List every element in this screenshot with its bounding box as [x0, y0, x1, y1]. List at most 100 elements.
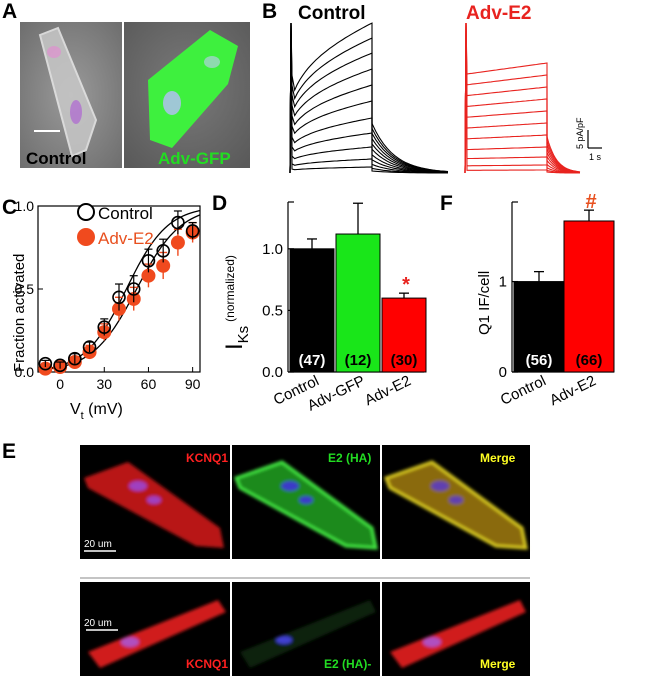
- d-ytick-label-0: 0.0: [262, 364, 283, 381]
- e-bot-e2: [232, 582, 380, 676]
- f-cat-1: Adv-E2: [547, 372, 599, 409]
- trace-tracesControl-5: [289, 22, 449, 174]
- trace-tracesAdv-5: [464, 22, 581, 174]
- c-xtick-label-2: 60: [141, 376, 157, 392]
- scalebar-y-label: 5 pA/pF: [575, 117, 585, 149]
- e-bot-label-2: E2 (HA)-: [324, 657, 371, 671]
- d-ytick-label-2: 1.0: [262, 241, 283, 258]
- panel-a-right-caption: Adv-GFP: [158, 149, 231, 168]
- control-nucleus-2: [47, 46, 61, 58]
- c-ylabel: Fraction activated: [11, 254, 28, 372]
- c-control-point-5: [112, 290, 126, 305]
- f-n-1: (66): [576, 352, 603, 369]
- d-cat-2: Adv-E2: [362, 372, 414, 409]
- e-top-label-1: KCNQ1: [186, 451, 228, 465]
- e-bot-label-1: KCNQ1: [186, 657, 228, 671]
- d-ylabel: IKs (normalized): [221, 255, 252, 350]
- f-bar-1: [563, 220, 615, 373]
- panel-label-d: D: [212, 192, 228, 215]
- c-xtick-label-0: 0: [56, 376, 64, 392]
- panel-a-left-caption: Control: [26, 149, 86, 168]
- trace-tracesControl-10: [289, 22, 448, 174]
- panel-label-f: F: [440, 192, 453, 215]
- trace-tracesAdv-9: [464, 22, 580, 174]
- f-cat-0: Control: [498, 372, 549, 408]
- d-bar-2: [381, 297, 427, 373]
- c-xlabel: Vt (mV): [70, 401, 123, 422]
- c-ytick-label-2: 1.0: [15, 198, 35, 214]
- e-bot-kcnq1: [80, 582, 230, 676]
- panel-e-bottom-row: 20 um KCNQ1 E2 (HA)- Merge: [80, 582, 530, 676]
- c-control-point-7: [141, 253, 156, 268]
- c-ytick-label-0: 0.0: [15, 364, 35, 380]
- trace-tracesControl-3: [289, 22, 449, 174]
- d-cat-0: Control: [271, 372, 322, 408]
- c-xlabel-unit: (mV): [84, 401, 123, 418]
- d-cat-1: Adv-GFP: [305, 372, 368, 414]
- trace-tracesAdv-0: [464, 22, 581, 174]
- scalebar-x-label: 1 s: [589, 152, 602, 162]
- d-ytick-label-1: 0.5: [262, 302, 283, 319]
- c-control-point-1: [53, 358, 67, 373]
- c-xlabel-sub: t: [81, 410, 84, 422]
- trace-tracesAdv-7: [464, 22, 580, 174]
- d-ylabel-main: I: [221, 343, 248, 350]
- f-ylabel: Q1 IF/cell: [476, 271, 493, 335]
- c-legend-control: Control: [98, 204, 153, 223]
- c-adv-point-3: [82, 345, 97, 360]
- c-xtick-label-3: 90: [185, 376, 201, 392]
- c-adv-point-5: [112, 301, 126, 316]
- d-ylabel-sub: Ks: [235, 326, 252, 344]
- trace-tracesControl-4: [289, 22, 449, 174]
- control-nucleus: [70, 100, 82, 124]
- d-n-1: (12): [345, 352, 372, 369]
- trace-tracesAdv-10: [464, 22, 580, 174]
- e-bot-scale: 20 um: [84, 618, 112, 629]
- c-control-point-0: [38, 356, 53, 371]
- trace-tracesControl-2: [289, 22, 449, 174]
- d-n-0: (47): [299, 352, 326, 369]
- c-control-point-6: [126, 282, 141, 296]
- adv-e2-traces: [464, 22, 581, 174]
- trace-tracesAdv-2: [464, 22, 581, 174]
- c-adv-point-8: [156, 258, 171, 273]
- trace-tracesAdv-4: [464, 22, 581, 174]
- c-plot-frame: [37, 205, 201, 373]
- d-bar-0: [289, 248, 335, 373]
- trace-tracesAdv-8: [464, 22, 580, 174]
- trace-tracesControl-0: [289, 22, 449, 174]
- c-ytick-label-1: 0.5: [15, 281, 35, 297]
- e-top-e2: [232, 445, 380, 559]
- c-legend-adv-marker: [77, 228, 95, 246]
- c-fit-control: [37, 209, 201, 371]
- e-top-kcnq1: [80, 445, 230, 559]
- c-adv-point-4: [97, 325, 112, 340]
- c-adv-point-7: [141, 268, 156, 283]
- f-ytick-label-1: 1: [499, 274, 507, 291]
- c-control-point-9: [171, 215, 185, 230]
- f-ytick-label-0: 0: [499, 364, 507, 381]
- e-top-merge: [382, 445, 530, 559]
- gfp-cell: [148, 30, 238, 148]
- c-xlabel-main: V: [70, 401, 81, 418]
- gfp-nucleus-2: [204, 56, 220, 68]
- panel-label-c: C: [2, 196, 18, 219]
- trace-tracesControl-7: [289, 22, 449, 174]
- d-ylabel-unit: (normalized): [223, 255, 237, 322]
- panel-label-a: A: [2, 0, 18, 23]
- c-legend: Control Adv-E2: [77, 203, 154, 248]
- c-legend-adv: Adv-E2: [98, 229, 154, 248]
- e-bot-label-3: Merge: [480, 657, 516, 671]
- e-top-label-3: Merge: [480, 451, 516, 465]
- c-control-point-2: [68, 351, 82, 366]
- d-n-2: (30): [391, 352, 418, 369]
- trace-tracesControl-1: [289, 22, 449, 174]
- d-bar-1: [335, 233, 381, 373]
- e-top-scale: 20 um: [84, 539, 112, 550]
- c-adv-point-1: [53, 360, 68, 375]
- control-traces: [289, 22, 449, 174]
- c-control-point-4: [97, 320, 112, 334]
